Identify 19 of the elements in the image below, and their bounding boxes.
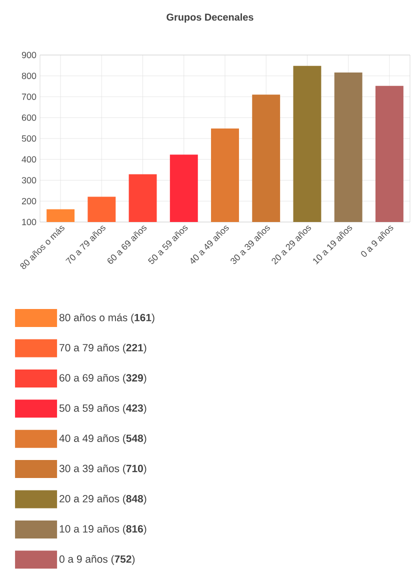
legend-label: 20 a 29 años (848) [60,494,146,504]
y-tick-label: 600 [22,114,36,121]
y-tick-label: 400 [22,156,36,163]
legend-label: 10 a 19 años (816) [60,524,146,535]
y-tick-label: 100 [22,218,36,226]
legend-label: 80 años o más (161) [59,313,154,324]
y-tick-label: 200 [22,198,36,204]
y-tick-label: 500 [22,135,36,142]
y-tick-label: 700 [22,94,36,100]
y-tick-label: 800 [22,72,36,80]
legend-label: 40 a 49 años (548) [59,434,146,444]
chart-title: Grupos Decenales [166,13,254,23]
y-tick-label: 900 [22,52,36,58]
legend-label: 70 a 79 años (221) [60,344,146,354]
legend-label: 60 a 69 años (329) [60,374,146,384]
legend-label: 30 a 39 años (710) [59,464,146,474]
legend-label: 50 a 59 años (423) [59,404,146,414]
y-tick-label: 300 [22,177,36,184]
legend-label: 0 a 9 años (752) [59,555,135,565]
